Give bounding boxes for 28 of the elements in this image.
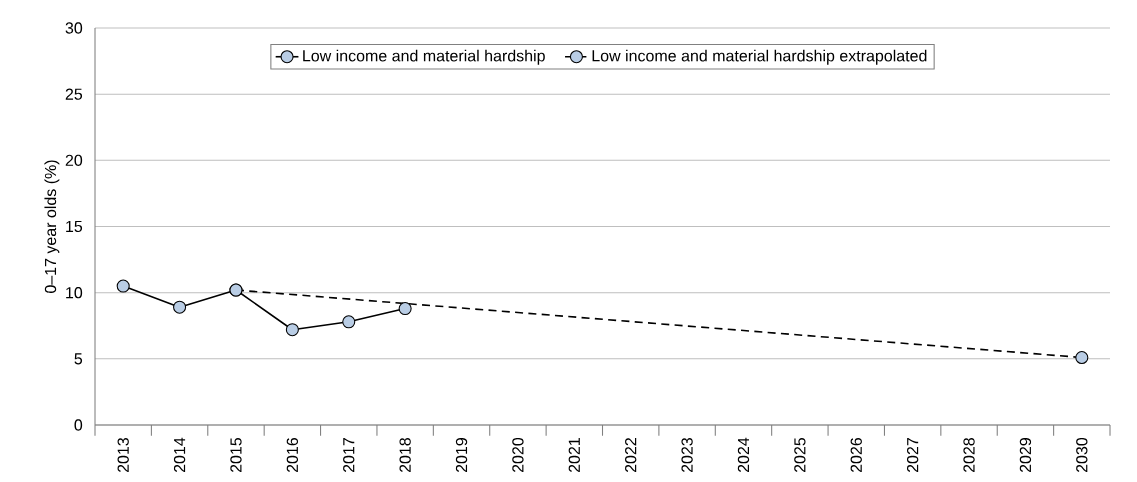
x-tick-label: 2019: [455, 438, 468, 473]
legend-label: Low income and material hardship: [303, 49, 545, 65]
x-tick-label: 2029: [1019, 438, 1032, 473]
x-tick-label: 2026: [850, 437, 862, 473]
x-tick-label: 2022: [625, 438, 637, 473]
x-tick-label: 2017: [343, 438, 355, 473]
x-tick-label: 2024: [737, 437, 750, 473]
x-tick-label: 2013: [117, 437, 129, 473]
x-tick-label: 2027: [906, 438, 919, 473]
x-tick-label: 2018: [399, 437, 411, 473]
x-tick-label: 2030: [1076, 437, 1088, 473]
x-tick-label: 2016: [286, 437, 299, 473]
y-tick-label: 20: [65, 154, 83, 166]
y-tick-label: 0: [74, 419, 83, 431]
y-tick-label: 15: [66, 220, 83, 233]
y-tick-label: 5: [74, 353, 83, 365]
y-tick-label: 10: [66, 287, 83, 299]
x-tick-label: 2028: [963, 437, 975, 473]
x-tick-label: 2021: [568, 438, 580, 473]
y-axis-title: 0–17 year olds (%): [44, 160, 60, 294]
x-tick-label: 2025: [794, 437, 806, 473]
x-tick-label: 2014: [173, 437, 186, 473]
x-tick-label: 2020: [512, 437, 524, 473]
legend-label: Low income and material hardship extrapolated: [592, 49, 927, 65]
x-tick-label: 2023: [681, 437, 693, 473]
y-tick-label: 30: [65, 22, 83, 34]
y-tick-label: 25: [65, 88, 83, 100]
x-tick-label: 2015: [230, 437, 242, 473]
